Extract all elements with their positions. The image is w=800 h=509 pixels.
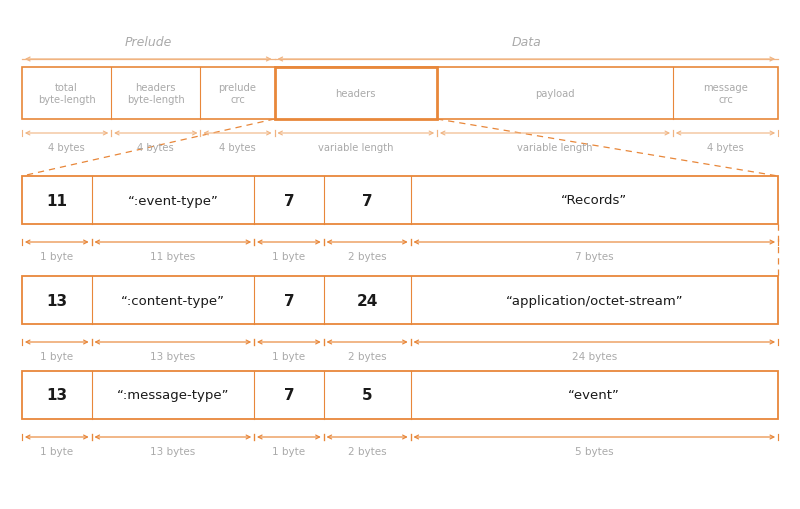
Text: total
byte-length: total byte-length	[38, 82, 95, 105]
Text: 7: 7	[283, 388, 294, 403]
Text: 4 bytes: 4 bytes	[48, 143, 85, 153]
Bar	[22, 371, 778, 419]
Text: 7: 7	[283, 193, 294, 208]
Text: Data: Data	[511, 36, 541, 48]
Text: 7: 7	[283, 293, 294, 308]
Text: 1 byte: 1 byte	[40, 351, 74, 361]
Text: 13: 13	[46, 388, 67, 403]
Text: 2 bytes: 2 bytes	[348, 251, 386, 262]
Text: 2 bytes: 2 bytes	[348, 446, 386, 456]
Text: 1 byte: 1 byte	[272, 251, 306, 262]
Text: prelude
crc: prelude crc	[218, 82, 257, 105]
Text: variable length: variable length	[318, 143, 394, 153]
Text: 24: 24	[357, 293, 378, 308]
Bar	[274, 68, 437, 120]
Text: 24 bytes: 24 bytes	[572, 351, 617, 361]
Text: “:content-type”: “:content-type”	[121, 294, 225, 307]
Text: payload: payload	[535, 89, 574, 99]
Text: 13: 13	[46, 293, 67, 308]
Text: headers: headers	[335, 89, 376, 99]
Bar	[22, 276, 778, 324]
Bar	[22, 68, 778, 120]
Text: 4 bytes: 4 bytes	[138, 143, 174, 153]
Text: message
crc: message crc	[703, 82, 748, 105]
Text: 1 byte: 1 byte	[40, 251, 74, 262]
Text: 11: 11	[46, 193, 67, 208]
Text: headers
byte-length: headers byte-length	[127, 82, 185, 105]
Text: 5 bytes: 5 bytes	[575, 446, 614, 456]
Text: “:event-type”: “:event-type”	[127, 194, 218, 207]
Text: “application/octet-stream”: “application/octet-stream”	[506, 294, 683, 307]
Text: “event”: “event”	[568, 389, 620, 402]
Text: 4 bytes: 4 bytes	[219, 143, 256, 153]
Text: 1 byte: 1 byte	[272, 351, 306, 361]
Text: 2 bytes: 2 bytes	[348, 351, 386, 361]
Text: 11 bytes: 11 bytes	[150, 251, 195, 262]
Text: 1 byte: 1 byte	[40, 446, 74, 456]
Text: Prelude: Prelude	[125, 36, 172, 48]
Bar	[22, 177, 778, 224]
Text: 4 bytes: 4 bytes	[707, 143, 744, 153]
Text: 7 bytes: 7 bytes	[575, 251, 614, 262]
Text: variable length: variable length	[518, 143, 593, 153]
Text: 1 byte: 1 byte	[272, 446, 306, 456]
Text: “Records”: “Records”	[561, 194, 627, 207]
Text: 5: 5	[362, 388, 373, 403]
Text: 7: 7	[362, 193, 373, 208]
Text: “:message-type”: “:message-type”	[117, 389, 229, 402]
Text: 13 bytes: 13 bytes	[150, 446, 195, 456]
Text: 13 bytes: 13 bytes	[150, 351, 195, 361]
